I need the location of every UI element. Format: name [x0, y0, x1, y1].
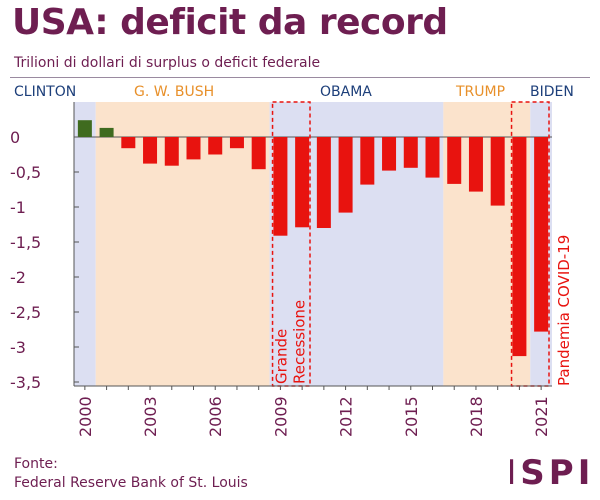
pandemic-box — [510, 101, 550, 387]
bar-2012 — [338, 137, 353, 213]
y-tick-label: -2,5 — [10, 303, 41, 322]
x-tick-label: 2021 — [532, 396, 551, 437]
era-label-clinton: CLINTON — [14, 84, 77, 100]
x-tick-label: 2015 — [402, 396, 421, 437]
recession-annotation-line: Recessione — [291, 300, 309, 384]
recession-annotation-line: Grande — [273, 329, 291, 384]
bar-2003 — [143, 137, 158, 164]
chart-subtitle: Trilioni di dollari di surplus o deficit… — [14, 55, 321, 71]
bar-2006 — [208, 137, 223, 155]
pandemic-annotation: Pandemia COVID-19 — [555, 235, 573, 386]
y-tick-label: -0,5 — [10, 163, 41, 182]
x-tick-label: 2018 — [467, 396, 486, 437]
era-label-biden: BIDEN — [530, 84, 574, 100]
bar-2004 — [164, 137, 179, 166]
bar-2019 — [490, 137, 505, 206]
source-name: Federal Reserve Bank of St. Louis — [14, 475, 248, 491]
x-tick-label: 2000 — [76, 396, 95, 437]
era-label-obama: OBAMA — [320, 84, 372, 100]
bar-2021 — [534, 137, 549, 332]
bar-2008 — [251, 137, 266, 170]
bar-2011 — [316, 137, 331, 228]
ispi-logo: ISPI — [510, 453, 588, 490]
bar-2013 — [360, 137, 375, 185]
presidency-band-g-w-bush — [95, 102, 270, 386]
bar-2005 — [186, 137, 201, 160]
y-tick-label: 0 — [10, 128, 20, 147]
bar-2017 — [447, 137, 462, 184]
x-tick-label: 2006 — [206, 396, 225, 437]
logo-text: ISPI — [510, 453, 588, 490]
bar-2001 — [99, 127, 114, 137]
bar-2015 — [403, 137, 418, 168]
y-tick-label: -3 — [10, 338, 26, 357]
source-label: Fonte: — [14, 456, 58, 472]
bar-2002 — [121, 137, 136, 149]
y-tick-label: -1,5 — [10, 233, 41, 252]
bar-2000 — [77, 120, 92, 137]
recession-box — [271, 101, 311, 387]
era-label-bush: G. W. BUSH — [134, 84, 215, 100]
bar-2018 — [468, 137, 483, 192]
y-tick-label: -3,5 — [10, 373, 41, 392]
bar-2016 — [425, 137, 440, 178]
bar-2010 — [295, 137, 310, 228]
y-tick-label: -2 — [10, 268, 26, 287]
presidency-band-clinton — [74, 102, 96, 386]
bar-2014 — [382, 137, 397, 171]
chart-title: USA: deficit da record — [12, 2, 448, 43]
x-tick-label: 2003 — [141, 396, 160, 437]
source-note: Fonte: Federal Reserve Bank of St. Louis — [14, 455, 248, 493]
subtitle-divider — [10, 77, 590, 78]
era-label-trump: TRUMP — [456, 84, 506, 100]
x-tick-label: 2012 — [337, 396, 356, 437]
bar-2020 — [512, 137, 527, 357]
y-tick-label: -1 — [10, 198, 26, 217]
bar-2007 — [229, 137, 244, 149]
bar-2009 — [273, 137, 288, 236]
x-tick-label: 2009 — [271, 396, 290, 437]
